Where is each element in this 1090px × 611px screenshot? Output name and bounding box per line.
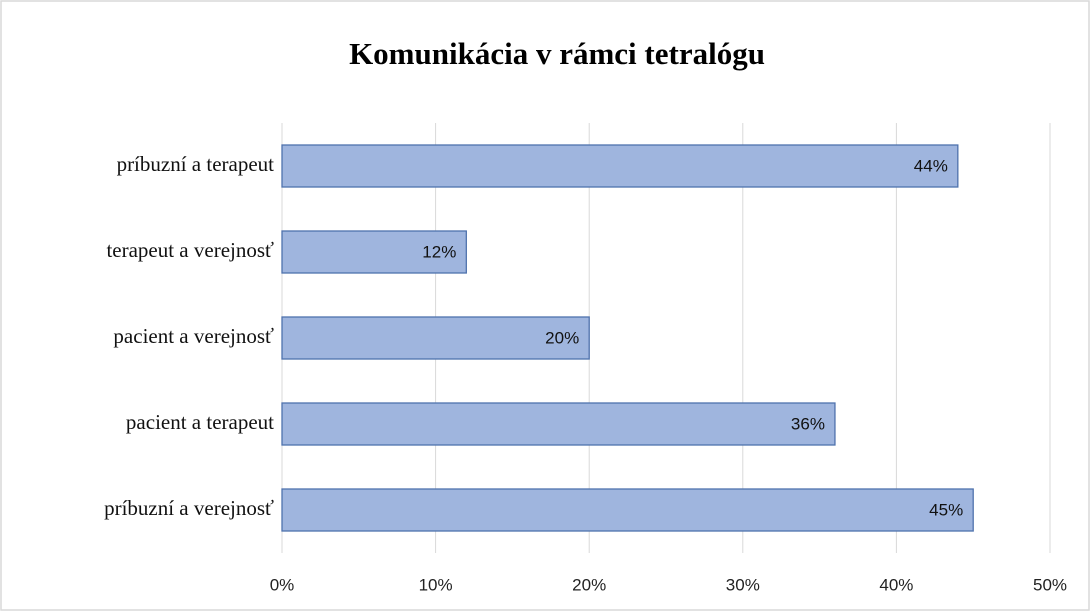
y-tick-label: pacient a terapeut xyxy=(126,410,274,434)
y-tick-label: príbuzní a verejnosť xyxy=(104,496,274,520)
chart-title: Komunikácia v rámci tetralógu xyxy=(349,36,765,71)
bar xyxy=(281,402,836,446)
x-tick-label: 40% xyxy=(879,575,913,594)
data-label: 45% xyxy=(929,500,963,519)
bar xyxy=(281,144,959,188)
y-tick-label: terapeut a verejnosť xyxy=(106,238,274,262)
data-label: 20% xyxy=(545,328,579,347)
data-label: 44% xyxy=(914,156,948,175)
bar xyxy=(281,316,590,360)
x-tick-label: 30% xyxy=(726,575,760,594)
bar xyxy=(281,230,467,274)
x-tick-label: 50% xyxy=(1033,575,1067,594)
data-label: 12% xyxy=(422,242,456,261)
data-label: 36% xyxy=(791,414,825,433)
x-tick-label: 20% xyxy=(572,575,606,594)
y-tick-label: príbuzní a terapeut xyxy=(117,152,275,176)
y-tick-label: pacient a verejnosť xyxy=(113,324,274,348)
bar xyxy=(281,488,974,532)
x-tick-label: 0% xyxy=(270,575,295,594)
x-tick-label: 10% xyxy=(419,575,453,594)
